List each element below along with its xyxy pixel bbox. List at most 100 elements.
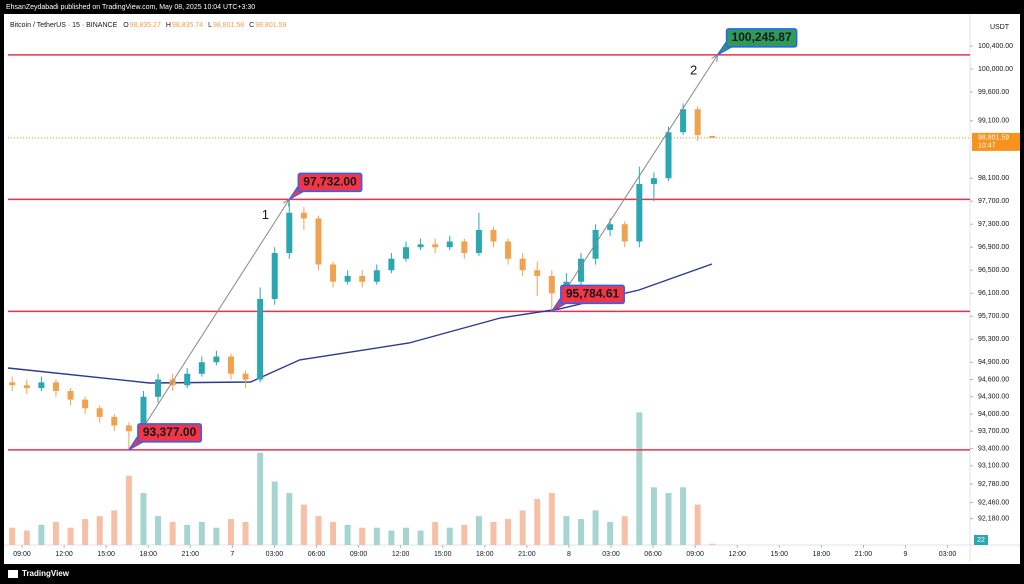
volume-bar xyxy=(563,516,570,545)
volume-bar xyxy=(665,493,672,545)
volume-bar xyxy=(184,524,191,545)
candle-body xyxy=(344,275,351,282)
volume-bar xyxy=(519,510,526,545)
wave-label: 2 xyxy=(690,62,697,77)
candle-body xyxy=(505,241,512,259)
brand: TradingView xyxy=(22,569,70,578)
volume-bar xyxy=(315,516,322,545)
currency: USDT xyxy=(990,24,1010,31)
candle-body xyxy=(417,244,424,248)
y-tick-label: 95,300.00 xyxy=(978,336,1009,343)
y-tick-label: 100,400.00 xyxy=(978,43,1013,50)
x-tick-label: 09:00 xyxy=(13,551,31,558)
y-tick-label: 92,780.00 xyxy=(978,481,1009,488)
volume-bar xyxy=(23,530,30,545)
candle-body xyxy=(359,275,366,282)
candle-body xyxy=(607,224,614,230)
candle-body xyxy=(140,396,147,432)
volume-bar xyxy=(96,516,103,545)
chart-area xyxy=(4,14,1020,564)
candle-body xyxy=(475,229,482,253)
annotation-label: 97,732.00 xyxy=(303,175,357,189)
volume-bar xyxy=(359,527,366,545)
candle-body xyxy=(82,399,89,409)
volume-bar xyxy=(636,412,643,545)
volume-bar xyxy=(432,521,439,545)
candle-body xyxy=(461,241,468,253)
volume-bar xyxy=(9,527,16,545)
candle-body xyxy=(227,356,234,374)
candle-body xyxy=(636,183,643,242)
candle-body xyxy=(271,252,278,299)
annotation: 97,732.00 xyxy=(288,172,363,200)
y-tick-label: 96,900.00 xyxy=(978,244,1009,251)
candle-body xyxy=(125,425,132,432)
annotation-box xyxy=(137,423,203,443)
logo-mark xyxy=(8,570,18,578)
y-tick-label: 92,460.00 xyxy=(978,499,1009,506)
candle-body xyxy=(96,408,103,417)
x-tick-label: 09:00 xyxy=(350,551,368,558)
volume-bar xyxy=(475,516,482,545)
candle-body xyxy=(257,298,264,380)
y-tick-label: 93,400.00 xyxy=(978,445,1009,452)
y-tick-label: 97,700.00 xyxy=(978,198,1009,205)
volume-bar xyxy=(388,530,395,545)
candle-body xyxy=(52,382,59,392)
volume-bar xyxy=(650,487,657,545)
candle-body xyxy=(519,258,526,271)
candle-body xyxy=(242,373,249,380)
candle-body xyxy=(432,244,439,248)
volume-bar xyxy=(82,519,89,545)
ohlc-value: 98,801.59 xyxy=(255,22,286,29)
volume-bar xyxy=(271,481,278,545)
candle-body xyxy=(402,247,409,259)
y-tick-label: 97,300.00 xyxy=(978,221,1009,228)
x-tick-label: 8 xyxy=(567,551,571,558)
countdown: 10:47 xyxy=(978,143,996,150)
volume-bar xyxy=(709,543,716,545)
x-tick-label: 12:00 xyxy=(728,551,746,558)
y-tick-label: 93,100.00 xyxy=(978,463,1009,470)
candle-body xyxy=(577,258,584,282)
x-tick-label: 15:00 xyxy=(97,551,115,558)
candle-body xyxy=(9,382,16,386)
ohlc-key: O xyxy=(123,22,129,29)
annotation: 93,377.00 xyxy=(128,423,203,451)
y-tick-label: 96,100.00 xyxy=(978,290,1009,297)
candle-body xyxy=(286,212,293,253)
volume-bar xyxy=(155,516,162,545)
ohlc-key: C xyxy=(249,22,254,29)
symbol: Bitcoin / TetherUS · 15 · BINANCE xyxy=(10,22,118,29)
x-tick-label: 12:00 xyxy=(392,551,410,558)
arrow-head xyxy=(711,53,719,62)
candle-body xyxy=(548,275,555,294)
y-tick-label: 96,500.00 xyxy=(978,267,1009,274)
publisher: EhsanZeydabadi published on TradingView.… xyxy=(6,4,255,11)
candle-body xyxy=(111,416,118,426)
ohlc-value: 98,835.74 xyxy=(172,22,203,29)
volume-bar xyxy=(198,521,205,545)
volume-bar xyxy=(344,524,351,545)
annotation-label: 93,377.00 xyxy=(143,425,197,439)
volume-bar xyxy=(446,527,453,545)
volume-bar xyxy=(534,498,541,545)
annotation-box xyxy=(560,284,625,305)
volume-bar xyxy=(417,530,424,545)
volume-bar xyxy=(286,493,293,545)
y-tick-label: 98,100.00 xyxy=(978,175,1009,182)
candle-body xyxy=(446,241,453,248)
y-tick-label: 94,300.00 xyxy=(978,394,1009,401)
volume-bar xyxy=(490,521,497,545)
candle-body xyxy=(490,229,497,242)
volume-bar xyxy=(577,519,584,545)
volume-bar xyxy=(621,516,628,545)
candle-body xyxy=(665,132,672,179)
volume-tag xyxy=(974,535,988,545)
candle-body xyxy=(67,391,74,400)
y-tick-label: 94,000.00 xyxy=(978,411,1009,418)
x-tick-label: 21:00 xyxy=(518,551,536,558)
ohlc-value: 98,801.58 xyxy=(213,22,244,29)
candle-body xyxy=(213,356,220,363)
